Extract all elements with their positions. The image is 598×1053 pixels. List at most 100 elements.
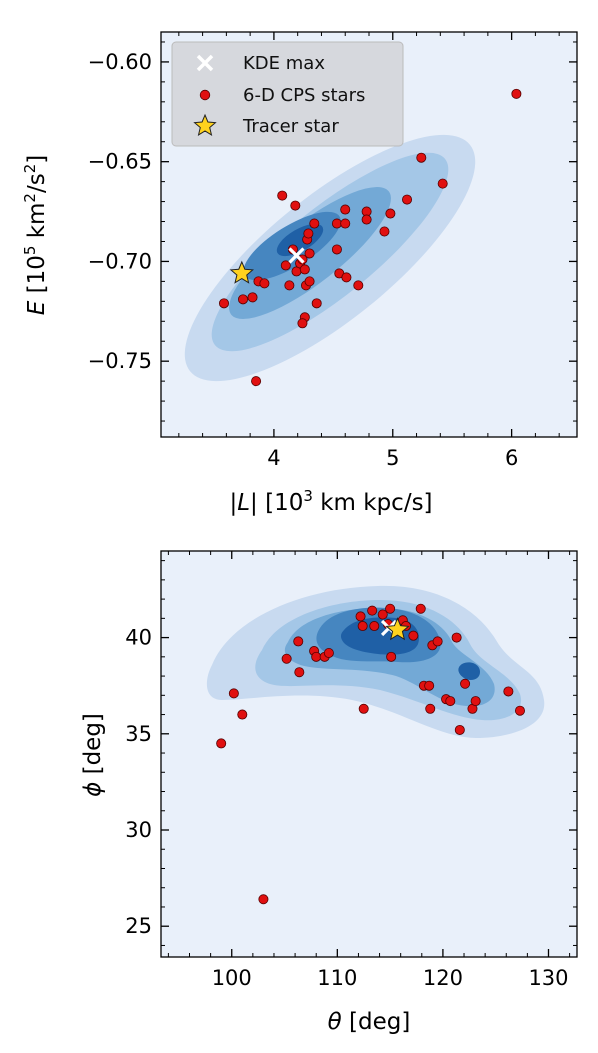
x-tick-label: 130 [528, 966, 568, 990]
markers-bottom [380, 617, 410, 641]
cps-star-point [503, 686, 514, 697]
tick-labels-bottom: 100 110 120 130 25 30 35 40 [125, 626, 568, 990]
x-tick-label: 110 [317, 966, 357, 990]
cps-star-point [385, 208, 396, 219]
y-tick-label: −0.60 [88, 50, 152, 74]
cps-star-point [425, 703, 436, 714]
cps-star-point [357, 621, 368, 632]
cps-star-point [331, 244, 342, 255]
cps-star-point [304, 276, 315, 287]
cps-star-point [303, 228, 314, 239]
cps-star-point [377, 609, 388, 620]
cps-star-point [340, 204, 351, 215]
y-tick-label: 40 [125, 626, 152, 650]
cps-star-point [216, 738, 227, 749]
energy-angular-momentum-panel: 4 5 6 −0.60 −0.65 −0.70 −0.75 KDE max 6-D CPS … [21, 31, 578, 516]
tracer-star-marker [385, 617, 410, 641]
cps-star-point [424, 680, 435, 691]
x-tick-label: 6 [505, 446, 518, 470]
ticks-bottom [161, 551, 577, 957]
cps-star-point [385, 603, 396, 614]
tracer-star-marker [229, 260, 254, 284]
cps-star-point [297, 318, 308, 329]
cps-star-point [340, 218, 351, 229]
cps-star-point [238, 294, 249, 305]
cps-star-point [355, 611, 366, 622]
cps-star-point [367, 605, 378, 616]
x-axis-label-top: |L| [103 km kpc/s] [229, 487, 432, 516]
cps-star-point [247, 292, 258, 303]
kde-max-marker [288, 247, 305, 264]
y-tick-label: −0.65 [88, 150, 152, 174]
cps-star-point [237, 709, 248, 720]
cps-star-point [460, 678, 471, 689]
cps-star-point [358, 703, 369, 714]
cps-star-point [432, 636, 443, 647]
cps-star-point [353, 280, 364, 291]
cps-star-point [437, 178, 448, 189]
cps-stars-bottom [216, 603, 525, 905]
cps-star-point [451, 632, 462, 643]
cps-star-point [228, 688, 239, 699]
cps-star-point [323, 647, 334, 658]
cps-star-point [369, 621, 380, 632]
cps-star-point [386, 651, 397, 662]
x-tick-label: 5 [386, 446, 399, 470]
legend-marker-cps-star [199, 89, 211, 101]
x-axis-label-bottom: θ [deg] [328, 1009, 411, 1035]
axes-frame-bottom [160, 550, 578, 958]
legend-label-kde-max: KDE max [243, 53, 325, 74]
x-tick-label: 100 [212, 966, 252, 990]
markers-top [229, 247, 305, 284]
cps-star-point [293, 636, 304, 647]
cps-star-point [311, 298, 322, 309]
cps-star-point [299, 264, 310, 275]
ticks-top [161, 32, 577, 437]
cps-star-point [415, 603, 426, 614]
legend-box [171, 41, 404, 147]
cps-star-point [402, 194, 413, 205]
y-tick-label: −0.75 [88, 349, 152, 373]
legend-marker-tracer-star [193, 113, 217, 136]
cps-star-point [361, 214, 372, 225]
cps-stars-top [218, 88, 522, 387]
legend-marker-kde-max [196, 54, 214, 72]
cps-star-point [379, 226, 390, 237]
cps-star-point [218, 298, 229, 309]
y-axis-label-top: E [105 km2/s2] [21, 155, 50, 316]
cps-star-point [251, 376, 262, 387]
cps-star-point [514, 705, 525, 716]
cps-star-point [259, 278, 270, 289]
cps-star-point [290, 200, 301, 211]
legend: KDE max 6-D CPS stars Tracer star [171, 41, 404, 147]
cps-star-point [341, 272, 352, 283]
x-tick-label: 4 [267, 446, 280, 470]
cps-star-point [454, 724, 465, 735]
y-tick-label: 35 [125, 722, 152, 746]
cps-star-point [408, 630, 419, 641]
y-tick-label: 30 [125, 818, 152, 842]
cps-star-point [416, 152, 427, 163]
axes-frame-top [160, 31, 578, 438]
cps-star-point [511, 88, 522, 99]
cps-star-point [284, 280, 295, 291]
cps-star-point [331, 218, 342, 229]
kde-contour-bottom-small-core [458, 662, 480, 680]
y-tick-label: −0.70 [88, 249, 152, 273]
cps-star-point [277, 190, 288, 201]
cps-star-point [281, 653, 292, 664]
cps-star-point [304, 248, 315, 259]
x-tick-label: 120 [423, 966, 463, 990]
cps-star-point [470, 696, 481, 707]
cps-star-point [311, 651, 322, 662]
cps-star-point [258, 894, 269, 905]
position-angle-panel: 100 110 120 130 25 30 35 40 θ [deg] ϕ [deg] [80, 550, 578, 1035]
y-tick-label: 25 [125, 914, 152, 938]
cps-star-point [294, 667, 305, 678]
cps-star-point [309, 218, 320, 229]
legend-label-tracer-star: Tracer star [242, 116, 339, 137]
legend-label-cps-stars: 6-D CPS stars [243, 85, 365, 106]
tick-labels-top: 4 5 6 −0.60 −0.65 −0.70 −0.75 [88, 50, 519, 470]
cps-star-point [445, 696, 456, 707]
